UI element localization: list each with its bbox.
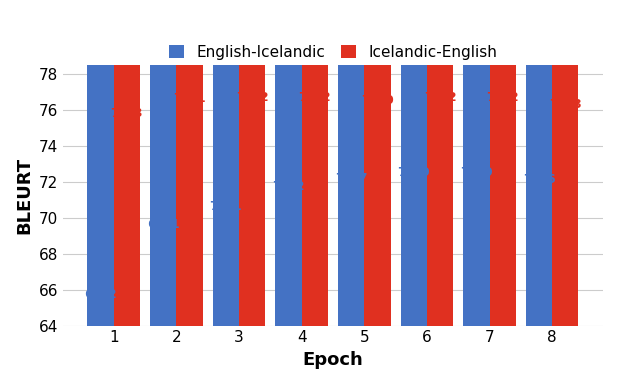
- Bar: [302, 0, 328, 326]
- Text: 76.2: 76.2: [424, 91, 456, 104]
- Text: 76.0: 76.0: [361, 94, 394, 107]
- Bar: [176, 0, 203, 326]
- Text: 75.8: 75.8: [549, 98, 582, 111]
- Bar: [489, 0, 516, 326]
- Text: 65.2: 65.2: [84, 288, 117, 301]
- Text: 76.1: 76.1: [173, 93, 206, 106]
- X-axis label: Epoch: Epoch: [303, 351, 363, 369]
- Text: 76.2: 76.2: [236, 91, 268, 104]
- Text: 72.0: 72.0: [460, 166, 493, 179]
- Text: 69.1: 69.1: [147, 218, 180, 231]
- Bar: [150, 0, 176, 326]
- Bar: [114, 0, 140, 326]
- Text: 72.0: 72.0: [397, 166, 430, 179]
- Bar: [88, 0, 114, 326]
- Bar: [526, 0, 552, 326]
- Bar: [400, 0, 427, 326]
- Bar: [427, 0, 453, 326]
- Legend: English-Icelandic, Icelandic-English: English-Icelandic, Icelandic-English: [163, 39, 503, 66]
- Y-axis label: BLEURT: BLEURT: [15, 157, 33, 234]
- Bar: [213, 0, 239, 326]
- Text: 75.3: 75.3: [111, 107, 143, 120]
- Text: 71.6: 71.6: [523, 173, 556, 186]
- Text: 71.2: 71.2: [273, 180, 305, 194]
- Bar: [364, 0, 391, 326]
- Bar: [338, 0, 364, 326]
- Text: 70.1: 70.1: [210, 200, 242, 213]
- Text: 76.2: 76.2: [486, 91, 519, 104]
- Bar: [239, 0, 265, 326]
- Bar: [464, 0, 489, 326]
- Text: 76.2: 76.2: [298, 91, 331, 104]
- Bar: [552, 0, 578, 326]
- Text: 71.7: 71.7: [335, 172, 367, 184]
- Bar: [276, 0, 302, 326]
